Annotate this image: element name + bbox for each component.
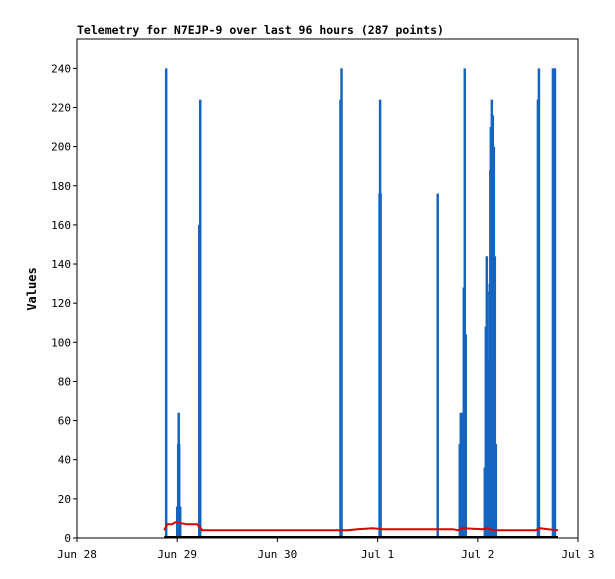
red-series-line <box>163 521 559 532</box>
x-tick-label: Jul 1 <box>361 548 394 561</box>
x-tick-label: Jul 3 <box>561 548 594 561</box>
y-tick-label: 220 <box>51 101 71 114</box>
y-tick-label: 80 <box>58 375 71 388</box>
y-axis-label: Values <box>25 267 39 310</box>
y-tick-label: 160 <box>51 219 71 232</box>
y-tick-label: 240 <box>51 62 71 75</box>
y-tick-label: 200 <box>51 141 71 154</box>
y-tick-label: 120 <box>51 297 71 310</box>
x-tick-label: Jun 28 <box>57 548 97 561</box>
y-tick-label: 140 <box>51 258 71 271</box>
x-tick-label: Jul 2 <box>461 548 494 561</box>
x-tick-label: Jun 29 <box>157 548 197 561</box>
chart-title: Telemetry for N7EJP-9 over last 96 hours… <box>77 23 444 37</box>
series-layer <box>163 68 559 538</box>
x-tick-label: Jun 30 <box>258 548 298 561</box>
plot-frame <box>76 38 579 539</box>
y-tick-label: 180 <box>51 180 71 193</box>
y-tick-label: 100 <box>51 336 71 349</box>
y-tick-label: 20 <box>58 493 71 506</box>
y-tick-label: 60 <box>58 415 71 428</box>
y-tick-label: 40 <box>58 454 71 467</box>
x-axis-ticks: Jun 28 Jun 29 Jun 30 Jul 1 Jul 2 Jul 3 <box>57 538 595 561</box>
y-axis-ticks: 0 20 40 60 80 100 120 140 160 180 200 220 240 <box>51 62 77 545</box>
y-tick-label: 0 <box>64 532 71 545</box>
